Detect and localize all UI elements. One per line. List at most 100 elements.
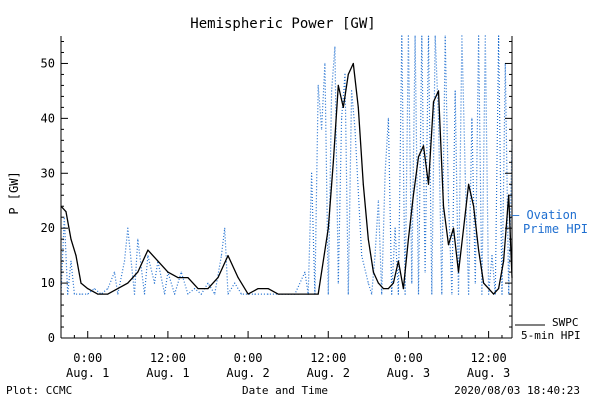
x-tick-date-label: Aug. 2 xyxy=(307,366,350,380)
swpc-point xyxy=(362,183,364,185)
ovation-point xyxy=(337,282,339,284)
swpc-point xyxy=(422,145,425,147)
x-tick-time-label: 12:00 xyxy=(150,351,186,365)
ovation-point xyxy=(254,293,256,295)
swpc-point xyxy=(247,293,249,295)
swpc-point xyxy=(187,277,189,279)
ovation-point xyxy=(164,293,166,295)
ovation-point xyxy=(321,128,323,130)
swpc-point xyxy=(503,260,505,262)
ovation-point xyxy=(194,288,196,290)
x-tick-time-label: 0:00 xyxy=(234,351,263,365)
swpc-point xyxy=(207,288,209,290)
swpc-point xyxy=(357,106,359,108)
ovation-point xyxy=(207,282,209,284)
ovation-point xyxy=(227,293,229,295)
swpc-point xyxy=(463,227,465,229)
ovation-point xyxy=(407,35,409,37)
ovation-point xyxy=(461,35,463,37)
ovation-point xyxy=(347,293,349,295)
legend-swpc-label-line2: 5-min HPI xyxy=(521,329,581,342)
swpc-point xyxy=(267,288,269,290)
y-tick-label: 50 xyxy=(41,56,55,70)
ovation-point xyxy=(377,200,379,202)
ovation-point xyxy=(220,255,222,257)
chart-title: Hemispheric Power [GW] xyxy=(190,16,375,32)
swpc-point xyxy=(447,244,450,246)
swpc-point xyxy=(442,205,445,207)
ovation-point xyxy=(137,238,139,240)
ovation-point xyxy=(501,293,503,295)
x-axis-label: Date and Time xyxy=(242,384,328,397)
swpc-point xyxy=(147,249,149,251)
ovation-point xyxy=(468,293,470,295)
swpc-point xyxy=(297,293,299,295)
swpc-point xyxy=(327,227,329,229)
ovation-point xyxy=(424,271,426,273)
swpc-point xyxy=(473,205,475,207)
ovation-point xyxy=(127,227,129,229)
ovation-point xyxy=(153,282,156,284)
plot-timestamp: 2020/08/03 18:40:23 xyxy=(454,384,580,397)
swpc-point xyxy=(342,106,344,108)
ovation-point xyxy=(240,293,242,295)
x-tick-date-label: Aug. 3 xyxy=(467,366,510,380)
swpc-point xyxy=(402,288,404,290)
ovation-point xyxy=(344,73,346,75)
x-tick-time-label: 12:00 xyxy=(310,351,346,365)
swpc-point xyxy=(397,260,399,262)
y-tick-label: 30 xyxy=(41,166,55,180)
ovation-point xyxy=(414,35,416,37)
swpc-point xyxy=(117,288,119,290)
legend-ovation-label-line2: Prime HPI xyxy=(523,222,588,236)
swpc-point xyxy=(97,293,99,295)
ovation-point xyxy=(484,35,486,37)
swpc-point xyxy=(197,288,199,290)
swpc-point xyxy=(347,73,349,75)
ovation-point xyxy=(474,282,476,284)
legend-ovation-label: — Ovation xyxy=(512,208,577,222)
y-tick-label: 40 xyxy=(41,111,55,125)
swpc-point xyxy=(137,271,139,273)
ovation-point xyxy=(384,172,386,174)
ovation-point xyxy=(334,46,336,48)
swpc-series xyxy=(60,62,513,295)
x-tick-date-label: Aug. 3 xyxy=(387,366,430,380)
ovation-point xyxy=(374,255,376,257)
swpc-point xyxy=(392,282,394,284)
ovation-point xyxy=(351,90,353,92)
ovation-point xyxy=(457,293,460,295)
y-axis-label: P [GW] xyxy=(7,171,21,214)
ovation-point xyxy=(147,255,149,257)
x-tick-date-label: Aug. 1 xyxy=(146,366,189,380)
ovation-point xyxy=(444,35,446,37)
ovation-point xyxy=(361,255,363,257)
ovation-point xyxy=(394,227,396,229)
swpc-point xyxy=(107,293,109,295)
ovation-point xyxy=(214,293,216,295)
ovation-point xyxy=(107,288,109,290)
ovation-point xyxy=(143,293,146,295)
ovation-point xyxy=(80,293,82,295)
ovation-point xyxy=(441,293,443,295)
swpc-point xyxy=(332,161,334,163)
ovation-point xyxy=(391,293,393,295)
swpc-point xyxy=(468,183,470,185)
ovation-point xyxy=(133,293,136,295)
swpc-point xyxy=(87,288,89,290)
swpc-point xyxy=(427,183,430,185)
swpc-point xyxy=(483,282,485,284)
swpc-point xyxy=(337,84,339,86)
ovation-point xyxy=(371,293,373,295)
ovation-point xyxy=(354,128,356,130)
ovation-point xyxy=(437,117,440,119)
swpc-line xyxy=(60,62,513,295)
x-tick-time-label: 12:00 xyxy=(471,351,507,365)
x-tick-time-label: 0:00 xyxy=(394,351,423,365)
x-tick-date-label: Aug. 1 xyxy=(66,366,109,380)
ovation-point xyxy=(70,260,72,262)
ovation-point xyxy=(417,293,420,295)
ovation-point xyxy=(311,172,313,174)
